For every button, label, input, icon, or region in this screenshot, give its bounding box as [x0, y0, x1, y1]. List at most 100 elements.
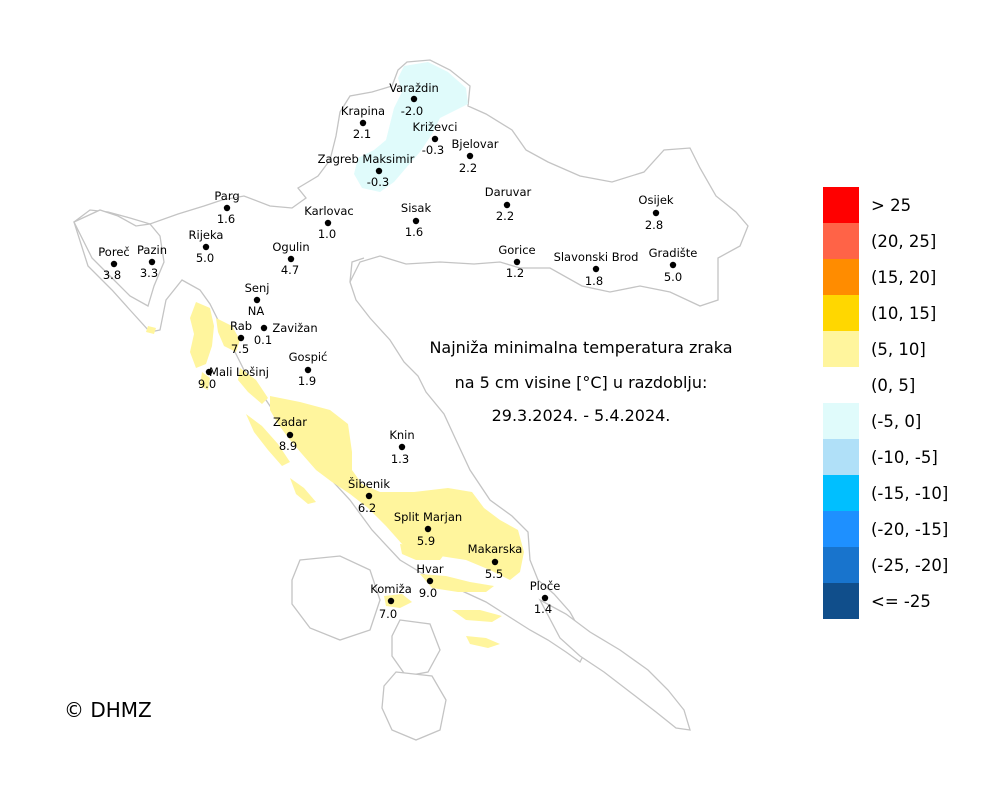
- station-value: 4.7: [281, 263, 299, 277]
- station-value: 1.6: [217, 212, 235, 226]
- station-dot: [513, 258, 521, 266]
- station-name: Gradište: [649, 246, 698, 260]
- station: Senj NA: [245, 281, 270, 318]
- station-dot: [304, 366, 312, 374]
- zone-warm-brac: [400, 544, 446, 560]
- station: Bjelovar 2.2: [452, 137, 499, 175]
- legend-swatch: [823, 403, 859, 439]
- legend-item: (-15, -10]: [823, 475, 948, 511]
- legend-item: > 25: [823, 187, 911, 223]
- legend-swatch: [823, 367, 859, 403]
- zone-warm-krk: [216, 318, 240, 352]
- station-name: Pazin: [137, 243, 167, 257]
- station-value: 3.3: [140, 266, 158, 280]
- station-name: Rab: [230, 319, 252, 333]
- station-value: 1.9: [298, 374, 316, 388]
- station-dot: [286, 431, 294, 439]
- legend-item: (10, 15]: [823, 295, 936, 331]
- station-dot: [223, 204, 231, 212]
- station: Ogulin 4.7: [272, 240, 309, 277]
- station-value: 1.8: [585, 274, 603, 288]
- station-name: Varaždin: [389, 81, 439, 95]
- zone-warm-istria-coast: [146, 326, 156, 334]
- legend-item: (-5, 0]: [823, 403, 921, 439]
- station-dot: [110, 260, 118, 268]
- station-dot: [592, 265, 600, 273]
- station-dot: [669, 261, 677, 269]
- station-name: Zadar: [273, 415, 307, 429]
- station-value: 8.9: [279, 439, 297, 453]
- station-value: 9.0: [198, 377, 216, 391]
- station-value: 2.8: [645, 218, 663, 232]
- station-dot: [503, 201, 511, 209]
- station-value: 5.9: [417, 534, 435, 548]
- station-name: Slavonski Brod: [554, 250, 639, 264]
- station-value: 2.1: [353, 127, 371, 141]
- station: Ploče 1.4: [530, 579, 561, 616]
- station-dot: [324, 219, 332, 227]
- zone-warm-dugi-otok: [246, 414, 290, 466]
- station: Rijeka 5.0: [189, 228, 224, 265]
- legend-item: (15, 20]: [823, 259, 936, 295]
- zone-warm-coast: [270, 396, 524, 580]
- station-dot: [491, 558, 499, 566]
- station: Daruvar 2.2: [485, 185, 532, 223]
- legend-swatch: [823, 475, 859, 511]
- island-vis-area: [291, 555, 381, 641]
- station: Parg 1.6: [214, 189, 239, 226]
- station-dot: [253, 296, 261, 304]
- station-name: Bjelovar: [452, 137, 499, 151]
- station-name: Šibenik: [348, 476, 390, 491]
- station: Poreč 3.8: [98, 245, 129, 282]
- station: Gradište 5.0: [649, 246, 698, 284]
- station-name: Karlovac: [304, 204, 354, 218]
- island-lastovo-area: [391, 619, 441, 677]
- station-name: Senj: [245, 281, 270, 295]
- legend-swatch: [823, 223, 859, 259]
- station-name: Ogulin: [272, 240, 309, 254]
- legend-swatch: [823, 187, 859, 223]
- station-dot: [398, 443, 406, 451]
- temperature-zones: [146, 62, 524, 648]
- title-line-3: 29.3.2024. - 5.4.2024.: [492, 406, 671, 425]
- station-dot: [375, 167, 383, 175]
- station: Osijek 2.8: [638, 193, 674, 232]
- zone-warm-pag: [238, 368, 268, 404]
- zone-warm-mljet: [466, 636, 500, 648]
- station-name: Hvar: [416, 562, 444, 576]
- zone-warm-korcula: [452, 610, 502, 622]
- station-dot: [426, 577, 434, 585]
- station-name: Zavižan: [272, 321, 317, 335]
- station-value: NA: [248, 304, 265, 318]
- station-dot: [412, 217, 420, 225]
- station: Zadar 8.9: [273, 415, 307, 453]
- station: Split Marjan 5.9: [394, 510, 462, 548]
- station-value: 9.0: [419, 586, 437, 600]
- station-value: 2.2: [459, 161, 477, 175]
- station-value: 1.4: [534, 602, 552, 616]
- station-name: Rijeka: [189, 228, 224, 242]
- station-name: Split Marjan: [394, 510, 462, 524]
- legend-label: (15, 20]: [871, 268, 936, 287]
- station-name: Krapina: [341, 104, 385, 118]
- station-value: 7.5: [231, 342, 249, 356]
- station: Gospić 1.9: [289, 350, 328, 388]
- legend-label: (-20, -15]: [871, 520, 948, 539]
- croatia-land: [73, 59, 749, 741]
- station-dot: [387, 597, 395, 605]
- zone-warm-vis: [384, 594, 412, 608]
- station-name: Parg: [214, 189, 239, 203]
- legend-label: (0, 5]: [871, 376, 915, 395]
- station-value: -2.0: [401, 104, 423, 118]
- legend-label: (-5, 0]: [871, 412, 921, 431]
- legend-swatch: [823, 331, 859, 367]
- legend-item: (-10, -5]: [823, 439, 938, 475]
- station: Krapina 2.1: [341, 104, 385, 141]
- legend-swatch: [823, 583, 859, 619]
- station: Mali Lošinj 9.0: [198, 365, 269, 391]
- legend-swatch: [823, 439, 859, 475]
- station-value: 5.0: [664, 270, 682, 284]
- island-palagruza-area: [381, 671, 447, 741]
- legend-swatch: [823, 547, 859, 583]
